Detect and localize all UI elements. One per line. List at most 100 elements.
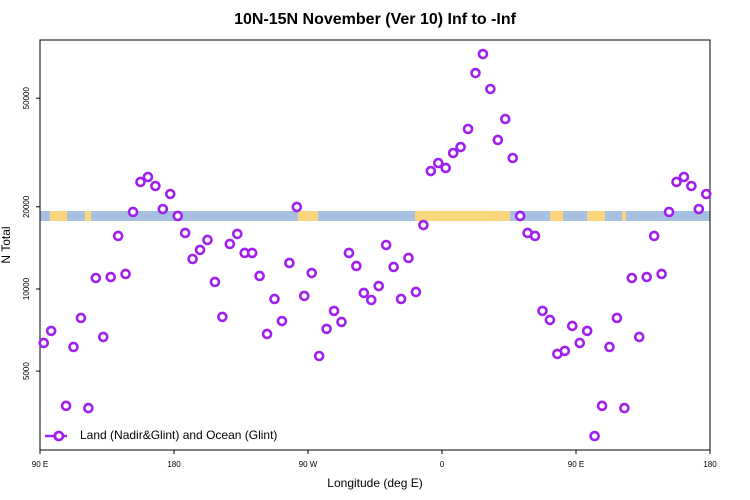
- point: [432, 157, 444, 169]
- point: [626, 272, 638, 284]
- x-tick-label: 90 E: [568, 460, 584, 469]
- x-tick-label: 0: [440, 460, 445, 469]
- point: [455, 141, 466, 153]
- chart-title: 10N-15N November (Ver 10) Inf to -Inf: [234, 11, 517, 28]
- point: [254, 270, 265, 282]
- point: [284, 257, 295, 269]
- point: [276, 315, 288, 327]
- y-tick-label: 50000: [22, 87, 31, 110]
- land-patch: [587, 211, 605, 221]
- point: [298, 290, 310, 302]
- point: [328, 305, 340, 317]
- y-axis-label: N Total: [0, 226, 13, 263]
- point: [351, 260, 362, 272]
- point: [194, 244, 206, 256]
- point: [261, 328, 273, 340]
- point: [447, 147, 459, 159]
- point: [589, 430, 600, 442]
- point: [648, 230, 660, 242]
- x-tick-label: 90 W: [299, 460, 318, 469]
- point: [157, 203, 169, 215]
- point: [641, 271, 653, 283]
- point: [604, 341, 615, 353]
- point: [358, 287, 370, 299]
- point: [425, 165, 437, 177]
- point: [97, 331, 109, 343]
- point: [678, 171, 690, 183]
- point: [566, 320, 578, 332]
- point: [313, 350, 325, 362]
- point: [75, 312, 87, 324]
- land-patch: [622, 211, 626, 221]
- point: [321, 323, 332, 335]
- point: [142, 171, 154, 183]
- point: [581, 325, 593, 337]
- point: [514, 210, 526, 222]
- point: [246, 247, 258, 259]
- point: [470, 67, 481, 79]
- point: [60, 400, 72, 412]
- point: [507, 152, 519, 164]
- point: [172, 210, 184, 222]
- point: [112, 230, 124, 242]
- point: [633, 331, 645, 343]
- point: [269, 293, 280, 305]
- legend-marker: [53, 430, 65, 442]
- point: [38, 337, 50, 349]
- land-patch: [50, 211, 67, 221]
- y-tick-label: 10000: [22, 277, 31, 300]
- point: [150, 180, 161, 192]
- point: [559, 345, 571, 357]
- point: [596, 400, 608, 412]
- point: [410, 286, 422, 298]
- point: [45, 325, 57, 337]
- point: [462, 123, 474, 135]
- point: [83, 402, 94, 414]
- point: [686, 180, 697, 192]
- y-tick-label: 20000: [22, 195, 31, 218]
- point: [187, 253, 198, 265]
- point: [440, 162, 452, 174]
- point: [403, 252, 414, 264]
- point: [120, 268, 131, 280]
- point: [343, 247, 355, 259]
- land-patch: [85, 211, 91, 221]
- point: [619, 402, 630, 414]
- point: [388, 261, 399, 273]
- point: [529, 230, 541, 242]
- point: [90, 272, 102, 284]
- point: [574, 337, 586, 349]
- point: [693, 203, 705, 215]
- point: [105, 271, 117, 283]
- y-tick-label: 5000: [22, 362, 31, 380]
- land-patch: [415, 211, 510, 221]
- land-patch: [550, 211, 563, 221]
- point: [179, 227, 191, 239]
- point: [202, 234, 213, 246]
- x-axis-label: Longitude (deg E): [327, 476, 422, 490]
- point: [492, 134, 504, 146]
- point: [499, 113, 511, 125]
- x-tick-label: 90 E: [32, 460, 48, 469]
- point: [663, 206, 675, 218]
- plot-frame: [39, 39, 711, 451]
- point: [656, 268, 667, 280]
- x-tick-label: 180: [167, 460, 181, 469]
- point: [365, 294, 377, 306]
- point: [306, 267, 318, 279]
- point: [135, 176, 146, 188]
- land-patch: [298, 211, 318, 221]
- point: [477, 48, 489, 60]
- point: [231, 228, 243, 240]
- point: [127, 206, 139, 218]
- point: [217, 311, 228, 323]
- point: [68, 341, 79, 353]
- point: [485, 83, 496, 95]
- point: [611, 312, 623, 324]
- point: [700, 188, 712, 200]
- point: [544, 314, 556, 326]
- point: [671, 176, 682, 188]
- point: [291, 201, 303, 213]
- point: [380, 239, 392, 251]
